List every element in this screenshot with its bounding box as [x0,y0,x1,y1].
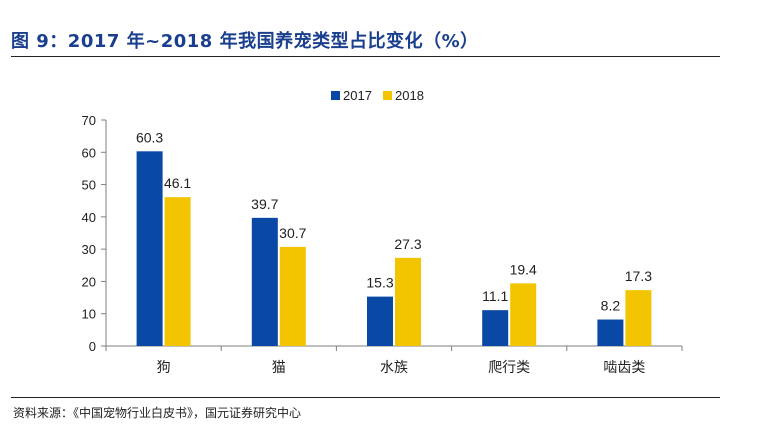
legend-swatch-2018 [383,91,392,100]
bar-2018-3 [510,283,537,346]
source-divider [11,397,720,398]
legend-label: 2018 [395,88,424,103]
y-tick-label: 20 [82,274,96,289]
x-category-label: 啮齿类 [603,360,645,376]
value-label: 8.2 [601,298,621,314]
y-tick-label: 0 [89,339,96,354]
value-label: 27.3 [394,236,421,252]
value-label: 39.7 [251,196,278,212]
y-tick-label: 10 [82,307,96,322]
title-divider [11,56,720,57]
x-category-label: 猫 [272,360,286,376]
bar-2018-4 [625,290,652,346]
bar-2017-0 [136,151,163,346]
value-label: 60.3 [136,129,163,145]
x-category-label: 爬行类 [488,360,530,376]
legend-label: 2017 [343,88,372,103]
bar-2017-3 [482,310,509,346]
value-label: 30.7 [279,225,306,241]
bar-2017-2 [367,296,393,346]
y-tick-label: 60 [82,145,96,160]
bar-2017-1 [251,217,278,346]
source-note: 资料来源：《中国宠物行业白皮书》，国元证券研究中心 [13,406,302,420]
value-label: 15.3 [366,275,393,291]
y-tick-label: 30 [82,242,96,257]
bar-2018-0 [164,197,191,346]
bar-2018-1 [279,246,306,346]
value-label: 17.3 [625,268,652,284]
value-label: 19.4 [510,261,537,277]
value-label: 11.1 [482,288,508,304]
bar-2017-4 [597,319,624,346]
figure-title: 图 9：2017 年~2018 年我国养宠类型占比变化（%） [11,31,479,52]
y-tick-label: 50 [82,178,96,193]
x-category-label: 水族 [380,360,408,376]
y-tick-label: 70 [82,113,96,128]
x-category-label: 狗 [157,360,171,376]
value-label: 46.1 [164,175,191,191]
y-tick-label: 40 [82,210,96,225]
legend-swatch-2017 [331,91,340,100]
bar-2018-2 [395,257,421,346]
